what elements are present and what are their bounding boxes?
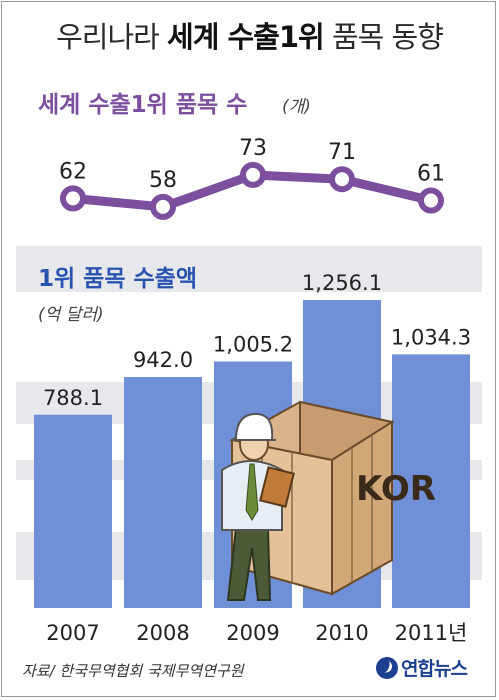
line-point	[418, 187, 444, 214]
x-tick-label: 2010	[315, 621, 368, 645]
crate-label: KOR	[356, 469, 436, 509]
line-point	[240, 161, 266, 188]
line-chart-unit: (개)	[282, 97, 311, 117]
title-bold: 세계 수출1위	[167, 20, 325, 54]
line-chart-title: 세계 수출1위 품목 수	[38, 92, 247, 118]
bar	[392, 354, 470, 608]
x-axis-labels: 2007 2008 2009 2010 2011년	[46, 621, 467, 645]
line-data-label: 71	[328, 140, 356, 165]
logo-mark-icon	[376, 656, 398, 679]
bar-data-label: 1,034.3	[391, 325, 471, 349]
bar-chart-unit: (억 달러)	[38, 305, 104, 325]
x-tick-label: 2009	[226, 621, 279, 645]
title-suffix: 품목 동향	[323, 20, 444, 54]
bar-data-label: 788.1	[43, 386, 103, 410]
bar-data-label: 1,005.2	[213, 333, 293, 357]
line-data-label: 61	[417, 162, 445, 187]
page-title: 우리나라 세계 수출1위 품목 동향	[0, 14, 499, 56]
line-point	[60, 185, 86, 212]
line-series: 62 58 73 71 61	[59, 136, 445, 220]
line-data-label: 58	[149, 168, 177, 193]
line-data-label: 62	[59, 159, 87, 184]
line-data-label: 73	[239, 136, 267, 161]
x-tick-label: 2007	[46, 621, 99, 645]
line-point	[150, 193, 176, 220]
bar	[124, 377, 202, 608]
bar	[34, 414, 112, 608]
logo-text: 연합뉴스	[401, 658, 468, 680]
x-tick-label: 2011년	[395, 621, 468, 645]
source-note: 자료/ 한국무역협회 국제무역연구원	[22, 662, 244, 680]
yonhap-logo: 연합뉴스	[376, 654, 468, 680]
grid-band	[16, 246, 482, 292]
hard-hat	[234, 412, 274, 441]
line-point	[329, 166, 355, 193]
bar-chart-title: 1위 품목 수출액	[38, 266, 197, 292]
bar-data-label: 942.0	[133, 348, 193, 372]
worker-illustration	[221, 412, 295, 601]
title-prefix: 우리나라	[56, 20, 168, 54]
x-tick-label: 2008	[136, 621, 189, 645]
bar-data-label: 1,256.1	[302, 271, 382, 295]
